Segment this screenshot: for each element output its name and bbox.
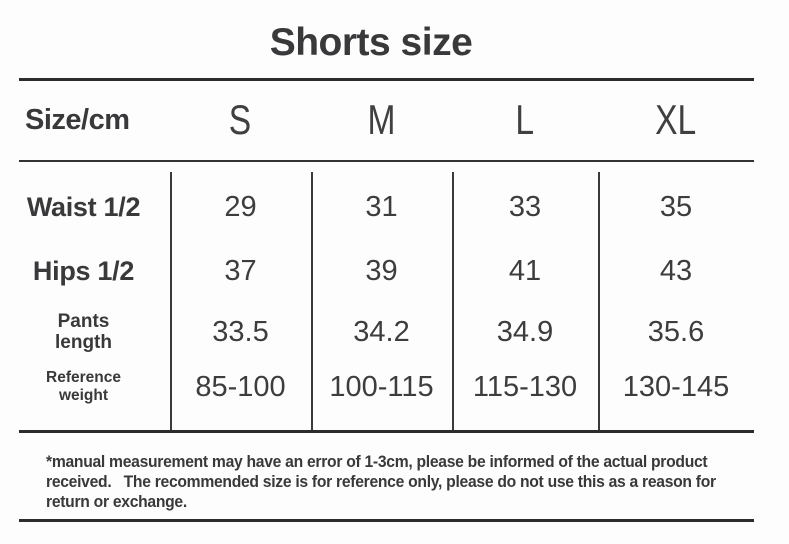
table-bottom-divider [19, 430, 754, 433]
table-cell: 35.6 [647, 315, 705, 348]
header-size-l-label: L [515, 96, 535, 143]
column-divider [452, 172, 454, 430]
header-size-xl-label: XL [655, 96, 697, 143]
row-label-hips: Hips 1/2 [32, 256, 135, 286]
row-label-line: Pants [57, 311, 110, 332]
column-divider [170, 172, 172, 430]
table-cell: 85-100 [195, 370, 286, 403]
row-label-line: length [55, 332, 112, 353]
size-table-body: Waist 1/2 29 31 33 35 Hips 1/2 37 39 41 … [19, 172, 754, 411]
disclaimer-line: *manual measurement may have an error of… [46, 453, 708, 471]
row-label-line: Reference [46, 369, 121, 386]
table-header-row: Size/cm S M L XL [19, 81, 754, 159]
row-label-line: weight [58, 387, 109, 404]
table-cell: 39 [365, 255, 398, 287]
disclaimer-line: return or exchange. [46, 493, 187, 511]
column-divider [598, 172, 600, 430]
table-cell: 31 [365, 190, 398, 223]
header-size-unit-label: Size/cm [25, 103, 130, 136]
header-size-l: L [452, 96, 598, 144]
table-cell: 130-145 [622, 370, 730, 403]
page-title: Shorts size [269, 21, 473, 64]
top-divider [19, 78, 754, 81]
header-size-m-label: M [367, 96, 396, 143]
table-cell: 37 [224, 255, 257, 287]
column-divider [311, 172, 313, 430]
table-cell: 34.2 [353, 315, 410, 348]
table-cell: 43 [659, 255, 693, 287]
header-divider [19, 160, 754, 162]
table-cell: 33.5 [212, 315, 269, 348]
row-label-waist: Waist 1/2 [26, 191, 141, 222]
table-cell: 41 [508, 255, 542, 287]
row-label-reference-weight: Reference weight [19, 369, 170, 405]
table-cell: 115-130 [472, 370, 578, 403]
row-label-pants-length: Pants length [19, 311, 170, 353]
bottom-divider [19, 519, 754, 522]
table-cell: 35 [659, 190, 693, 223]
table-cell: 100-115 [329, 370, 434, 403]
header-size-s-label: S [229, 96, 252, 143]
header-size-m: M [311, 96, 452, 144]
disclaimer-line: received. The recommended size is for re… [46, 473, 716, 491]
table-cell: 33 [508, 190, 542, 223]
table-cell: 34.9 [496, 315, 554, 348]
table-cell: 29 [224, 190, 257, 223]
header-size-s: S [170, 96, 311, 144]
header-size-xl: XL [598, 96, 754, 144]
measurement-disclaimer: *manual measurement may have an error of… [46, 452, 751, 512]
